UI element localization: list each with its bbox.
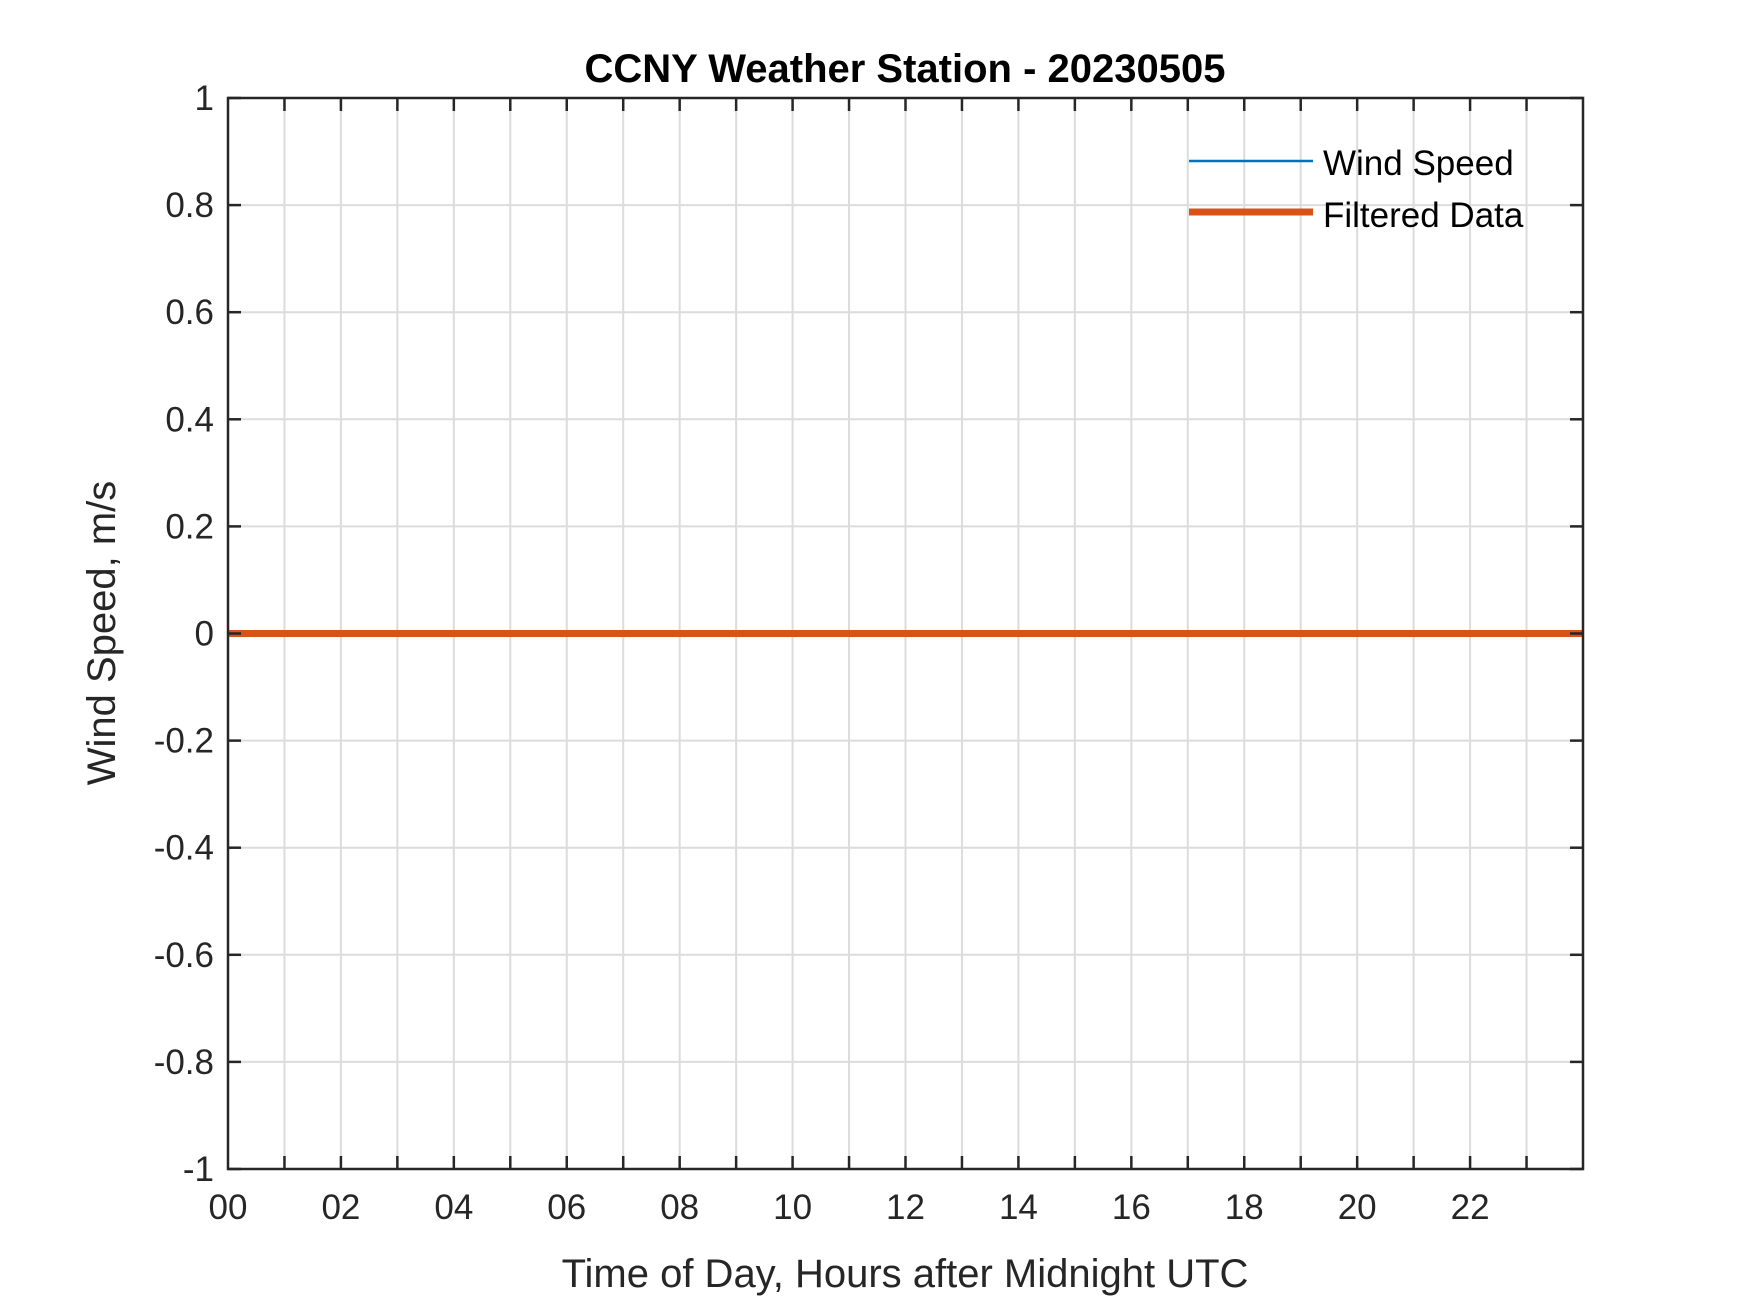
x-tick-label: 16 [1112,1188,1151,1227]
y-tick-label: 0.8 [165,186,214,225]
x-tick-label: 14 [999,1188,1038,1227]
x-tick-label: 22 [1451,1188,1490,1227]
legend-label-wind-speed: Wind Speed [1323,144,1514,183]
y-tick-label: 1 [195,79,214,118]
y-tick-label: -0.6 [154,936,214,975]
x-tick-label: 10 [773,1188,812,1227]
x-tick-label: 06 [547,1188,586,1227]
ticks: 1 0.8 0.6 0.4 0.2 0 -0.2 -0.4 -0.6 -0.8 -100 02 04 06… [154,79,1583,1227]
y-axis-label: Wind Speed, m/s [80,481,124,786]
x-tick-label: 04 [434,1188,473,1227]
x-tick-label: 20 [1338,1188,1377,1227]
x-tick-label: 00 [209,1188,248,1227]
x-axis-label: Time of Day, Hours after Midnight UTC [562,1252,1249,1296]
y-tick-label: -0.2 [154,722,214,761]
x-tick-label: 12 [886,1188,925,1227]
y-tick-label: 0.2 [165,507,214,546]
legend: Wind Speed Filtered Data [1189,144,1524,235]
x-tick-label: 18 [1225,1188,1264,1227]
x-tick-label: 08 [660,1188,699,1227]
y-tick-label: 0 [195,615,214,654]
y-tick-label: 0.4 [165,400,214,439]
y-tick-label: -0.4 [154,829,214,868]
y-tick-label: -0.8 [154,1043,214,1082]
legend-label-filtered-data: Filtered Data [1323,196,1524,235]
x-tick-label: 02 [321,1188,360,1227]
y-tick-label: -1 [183,1150,214,1189]
chart-title: CCNY Weather Station - 20230505 [585,47,1226,91]
y-tick-label: 0.6 [165,293,214,332]
